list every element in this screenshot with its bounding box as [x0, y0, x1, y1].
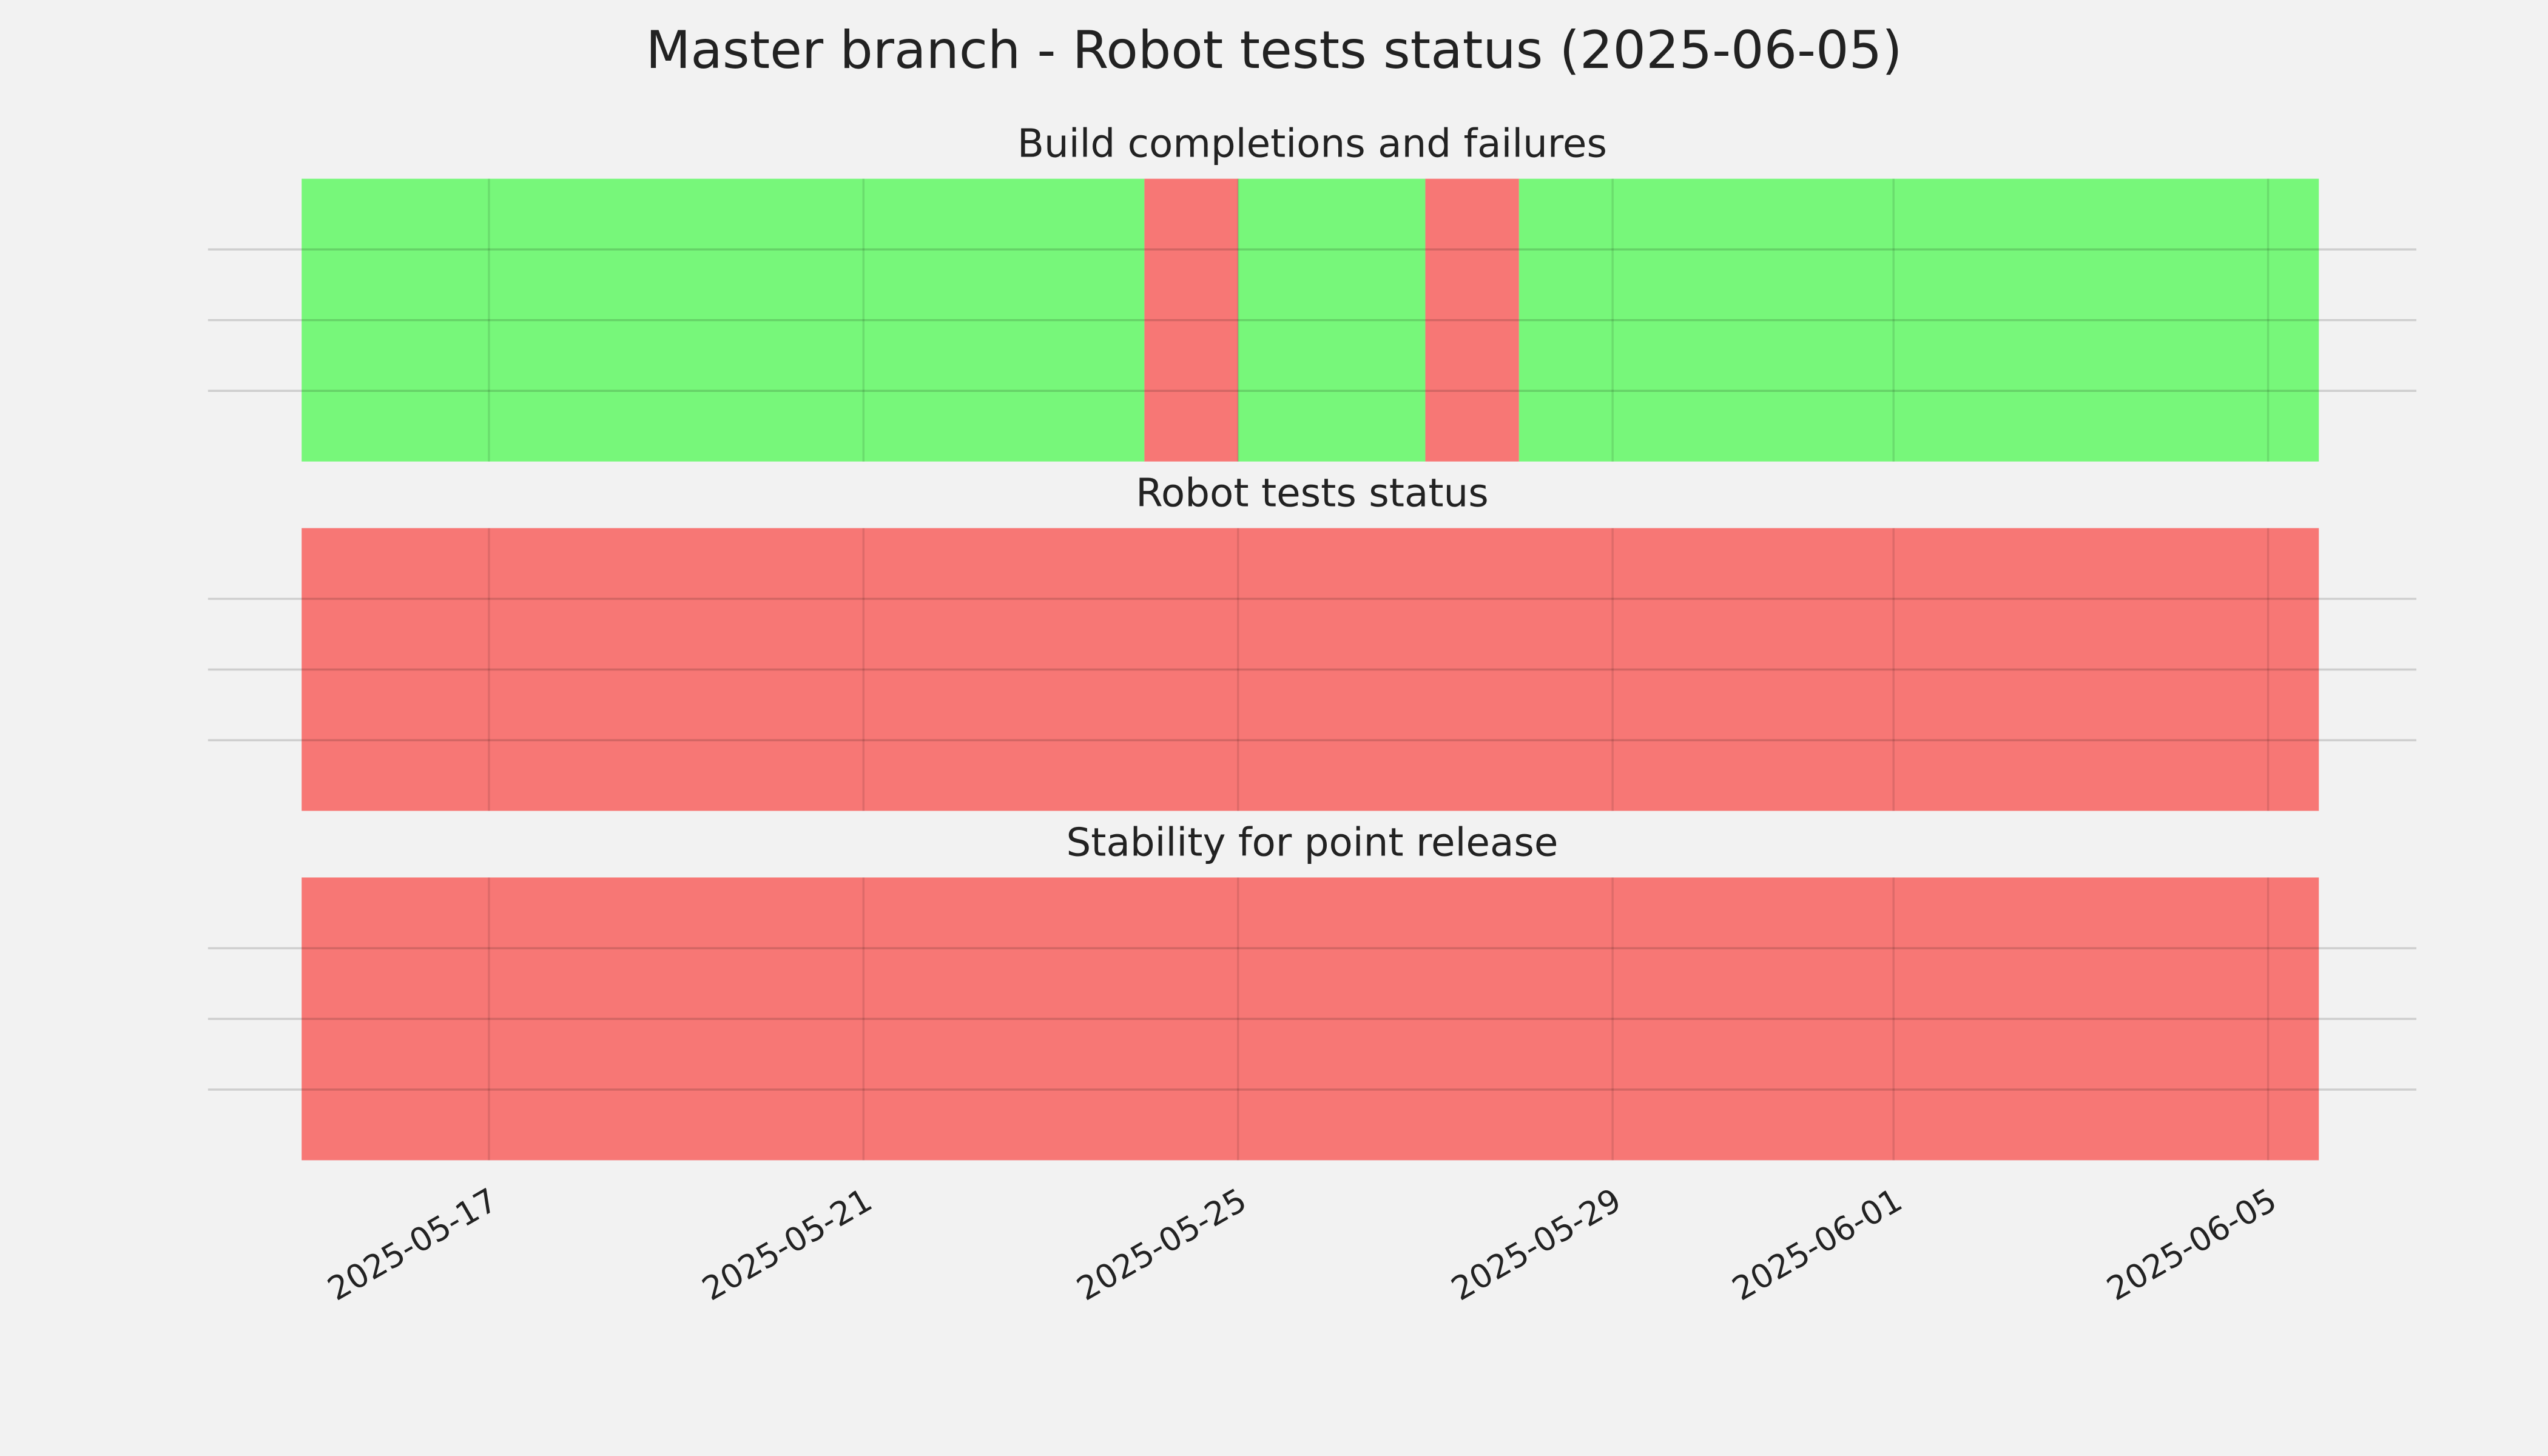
panel-title: Robot tests status — [1136, 471, 1489, 516]
status-span — [1425, 178, 1519, 462]
panel-title: Stability for point release — [1067, 820, 1559, 865]
chart-title: Master branch - Robot tests status (2025… — [645, 20, 1902, 81]
status-span — [1144, 178, 1238, 462]
status-span — [1518, 178, 2319, 462]
status-span — [302, 877, 2319, 1161]
panel-title: Build completions and failures — [1017, 121, 1607, 167]
status-span — [302, 528, 2319, 811]
status-span — [302, 178, 1145, 462]
status-span — [1238, 178, 1426, 462]
